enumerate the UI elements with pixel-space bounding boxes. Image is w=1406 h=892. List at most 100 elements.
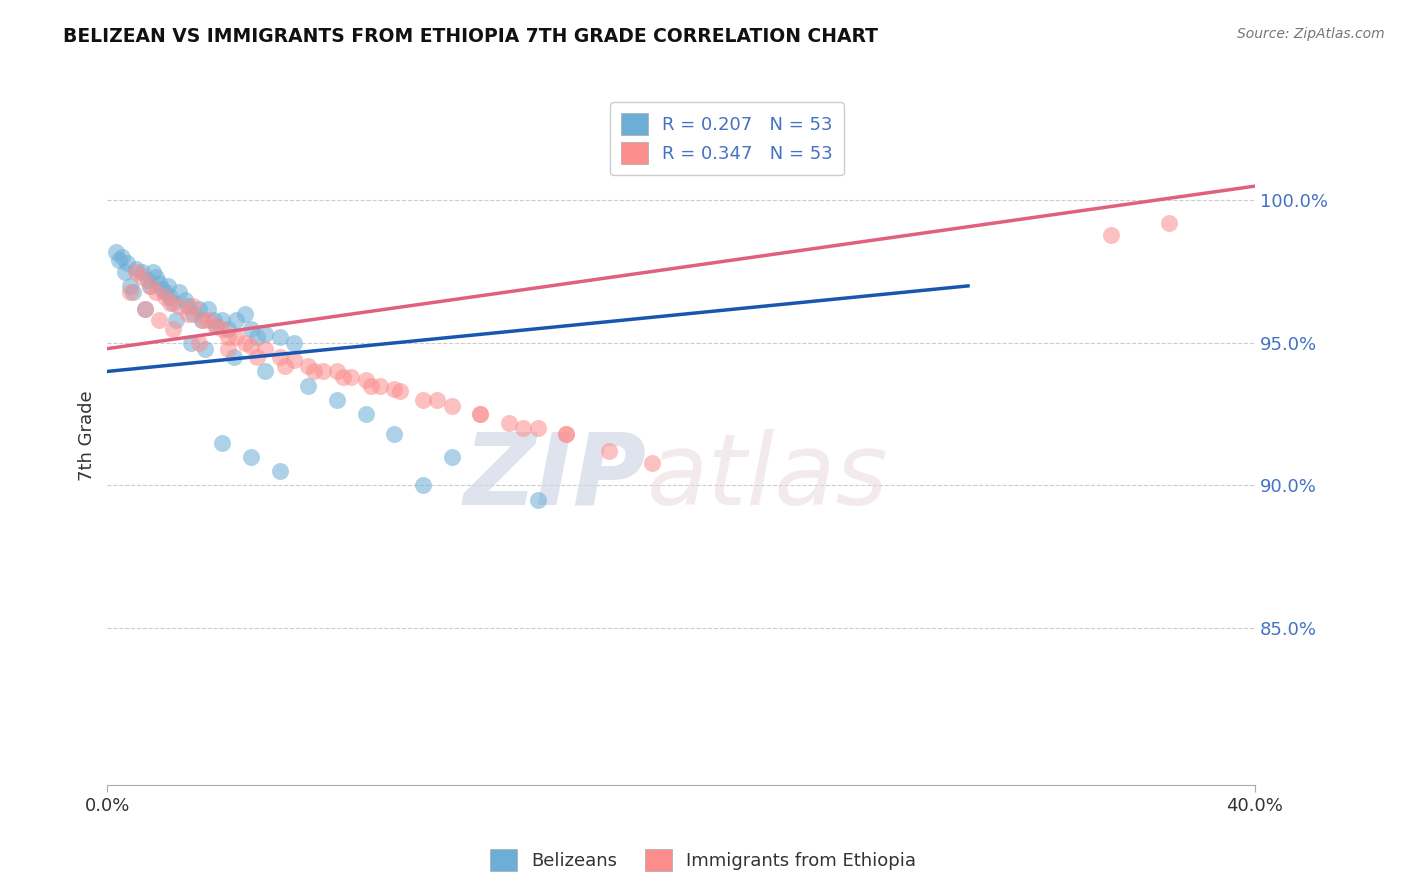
Point — [1099, 227, 1122, 242]
Point — [125, 261, 148, 276]
Point — [245, 350, 267, 364]
Point — [205, 318, 228, 333]
Point — [120, 279, 142, 293]
Point — [233, 307, 256, 321]
Point — [183, 307, 205, 321]
Point — [382, 427, 405, 442]
Legend: R = 0.207   N = 53, R = 0.347   N = 53: R = 0.207 N = 53, R = 0.347 N = 53 — [610, 103, 844, 176]
Point — [470, 407, 492, 421]
Point — [145, 270, 167, 285]
Point — [526, 421, 548, 435]
Point — [412, 392, 434, 407]
Point — [159, 296, 181, 310]
Point — [641, 456, 664, 470]
Point — [197, 313, 219, 327]
Text: atlas: atlas — [647, 429, 889, 526]
Point — [180, 335, 202, 350]
Point — [440, 450, 463, 464]
Point — [104, 244, 127, 259]
Point — [167, 299, 190, 313]
Point — [191, 313, 214, 327]
Point — [173, 293, 195, 307]
Point — [197, 301, 219, 316]
Point — [142, 265, 165, 279]
Point — [217, 342, 239, 356]
Point — [254, 342, 277, 356]
Point — [269, 464, 291, 478]
Point — [245, 330, 267, 344]
Point — [340, 370, 363, 384]
Point — [239, 450, 262, 464]
Point — [440, 399, 463, 413]
Point — [283, 353, 305, 368]
Point — [148, 313, 170, 327]
Point — [153, 290, 176, 304]
Point — [326, 392, 349, 407]
Point — [177, 307, 200, 321]
Point — [426, 392, 449, 407]
Point — [211, 435, 233, 450]
Point — [111, 251, 134, 265]
Point — [188, 335, 211, 350]
Point — [139, 279, 162, 293]
Point — [148, 276, 170, 290]
Text: BELIZEAN VS IMMIGRANTS FROM ETHIOPIA 7TH GRADE CORRELATION CHART: BELIZEAN VS IMMIGRANTS FROM ETHIOPIA 7TH… — [63, 27, 879, 45]
Point — [156, 279, 179, 293]
Point — [167, 285, 190, 299]
Point — [297, 378, 319, 392]
Point — [332, 370, 354, 384]
Point — [354, 407, 377, 421]
Point — [598, 444, 620, 458]
Point — [191, 313, 214, 327]
Point — [117, 256, 139, 270]
Point — [145, 285, 167, 299]
Point — [274, 359, 297, 373]
Point — [150, 282, 173, 296]
Point — [194, 342, 217, 356]
Point — [131, 265, 153, 279]
Point — [177, 299, 200, 313]
Point — [222, 350, 245, 364]
Point — [139, 279, 162, 293]
Point — [382, 382, 405, 396]
Point — [153, 285, 176, 299]
Point — [165, 313, 187, 327]
Point — [134, 301, 156, 316]
Point — [136, 273, 159, 287]
Point — [162, 296, 184, 310]
Point — [368, 378, 391, 392]
Text: Source: ZipAtlas.com: Source: ZipAtlas.com — [1237, 27, 1385, 41]
Point — [254, 364, 277, 378]
Point — [354, 373, 377, 387]
Point — [131, 270, 153, 285]
Point — [225, 313, 247, 327]
Point — [114, 265, 136, 279]
Point — [526, 492, 548, 507]
Point — [1157, 216, 1180, 230]
Point — [297, 359, 319, 373]
Point — [211, 321, 233, 335]
Point — [183, 299, 205, 313]
Point — [125, 265, 148, 279]
Point — [202, 313, 225, 327]
Point — [498, 416, 520, 430]
Point — [188, 301, 211, 316]
Point — [269, 330, 291, 344]
Point — [211, 313, 233, 327]
Point — [326, 364, 349, 378]
Point — [162, 321, 184, 335]
Point — [512, 421, 534, 435]
Point — [555, 427, 578, 442]
Point — [225, 330, 247, 344]
Point — [205, 318, 228, 333]
Point — [470, 407, 492, 421]
Legend: Belizeans, Immigrants from Ethiopia: Belizeans, Immigrants from Ethiopia — [482, 842, 924, 879]
Point — [134, 301, 156, 316]
Point — [217, 330, 239, 344]
Point — [360, 378, 382, 392]
Point — [269, 350, 291, 364]
Text: ZIP: ZIP — [464, 429, 647, 526]
Point — [239, 339, 262, 353]
Point — [412, 478, 434, 492]
Point — [555, 427, 578, 442]
